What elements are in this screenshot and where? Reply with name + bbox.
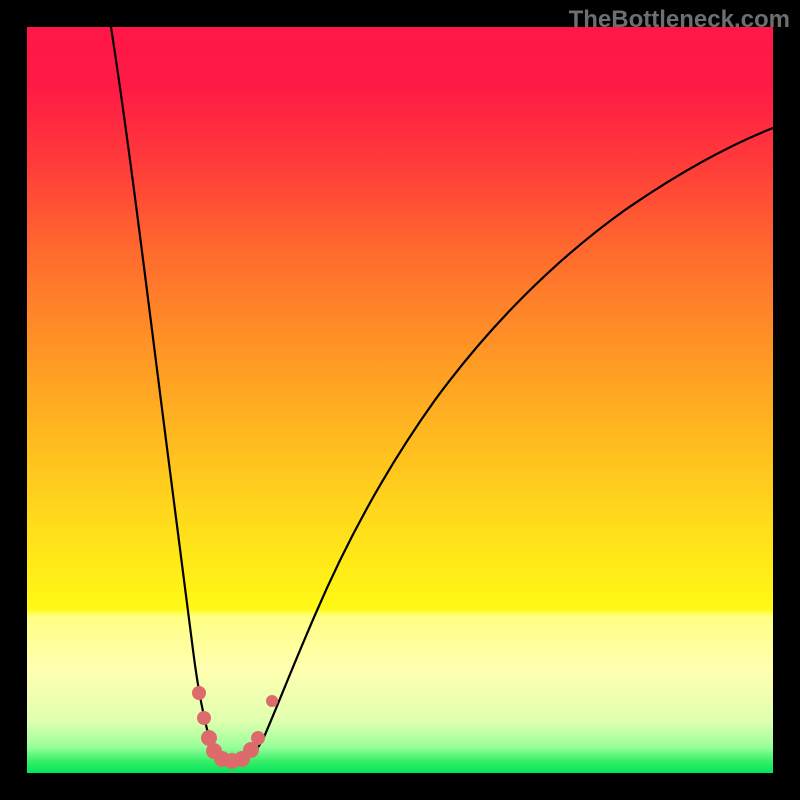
curve-marker — [192, 686, 206, 700]
watermark-text: TheBottleneck.com — [569, 6, 790, 34]
curve-marker — [251, 731, 265, 745]
chart-svg — [0, 0, 800, 800]
curve-marker — [266, 695, 278, 707]
curve-marker — [197, 711, 211, 725]
chart-canvas: TheBottleneck.com — [0, 0, 800, 800]
chart-background — [27, 27, 773, 773]
